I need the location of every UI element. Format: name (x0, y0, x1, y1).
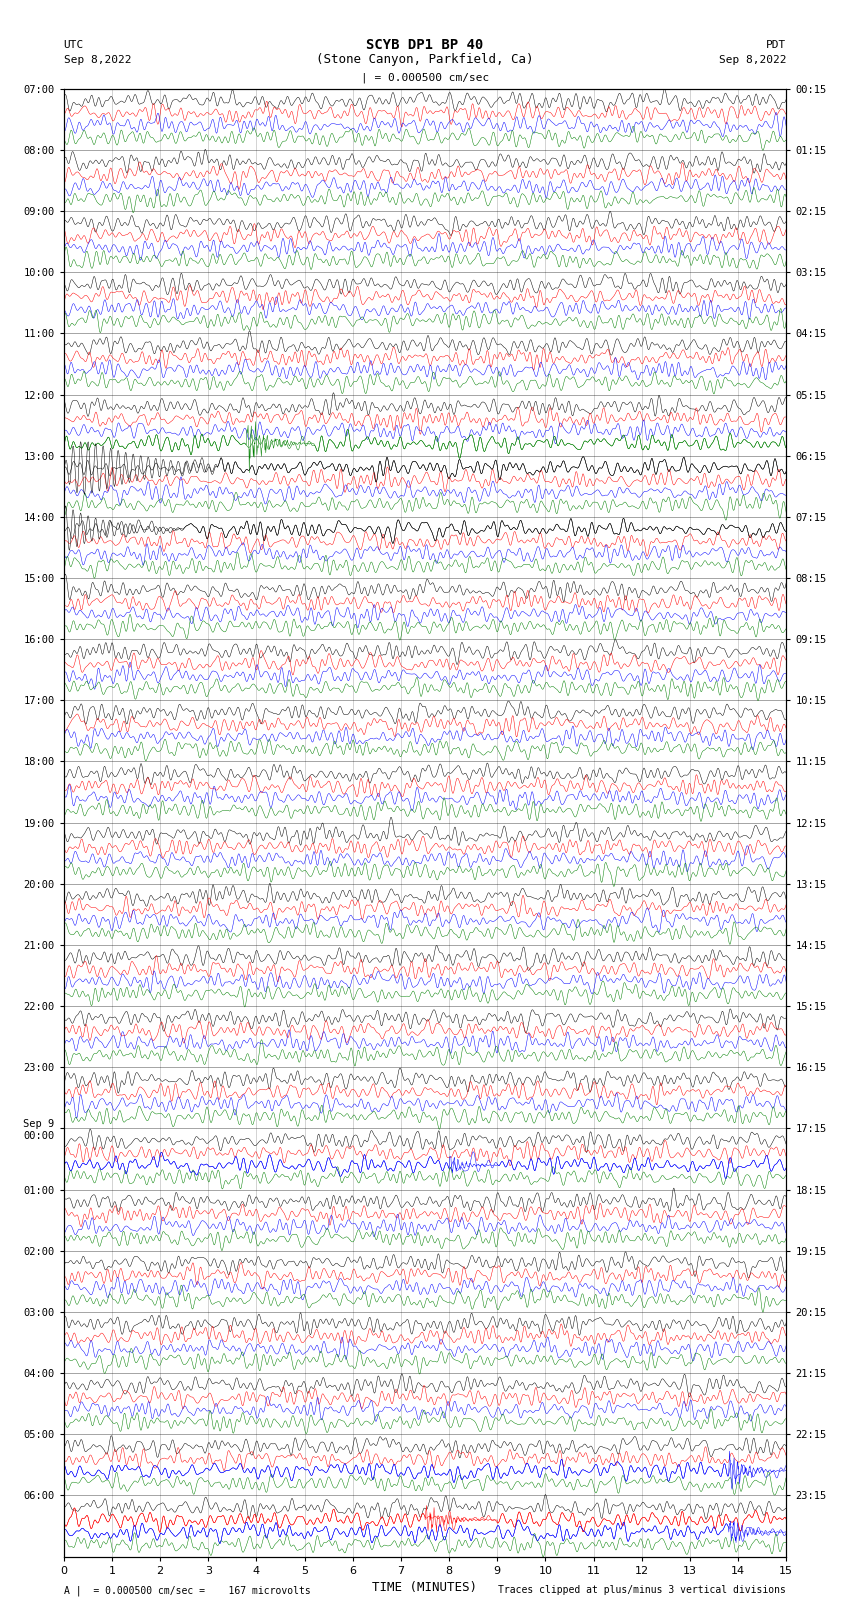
Text: A |  = 0.000500 cm/sec =    167 microvolts: A | = 0.000500 cm/sec = 167 microvolts (64, 1586, 310, 1595)
Text: Traces clipped at plus/minus 3 vertical divisions: Traces clipped at plus/minus 3 vertical … (498, 1586, 786, 1595)
Text: Sep 8,2022: Sep 8,2022 (719, 55, 786, 65)
Text: | = 0.000500 cm/sec: | = 0.000500 cm/sec (361, 73, 489, 82)
Text: Sep 8,2022: Sep 8,2022 (64, 55, 131, 65)
X-axis label: TIME (MINUTES): TIME (MINUTES) (372, 1581, 478, 1594)
Text: (Stone Canyon, Parkfield, Ca): (Stone Canyon, Parkfield, Ca) (316, 53, 534, 66)
Text: SCYB DP1 BP 40: SCYB DP1 BP 40 (366, 39, 484, 52)
Text: PDT: PDT (766, 40, 786, 50)
Text: UTC: UTC (64, 40, 84, 50)
